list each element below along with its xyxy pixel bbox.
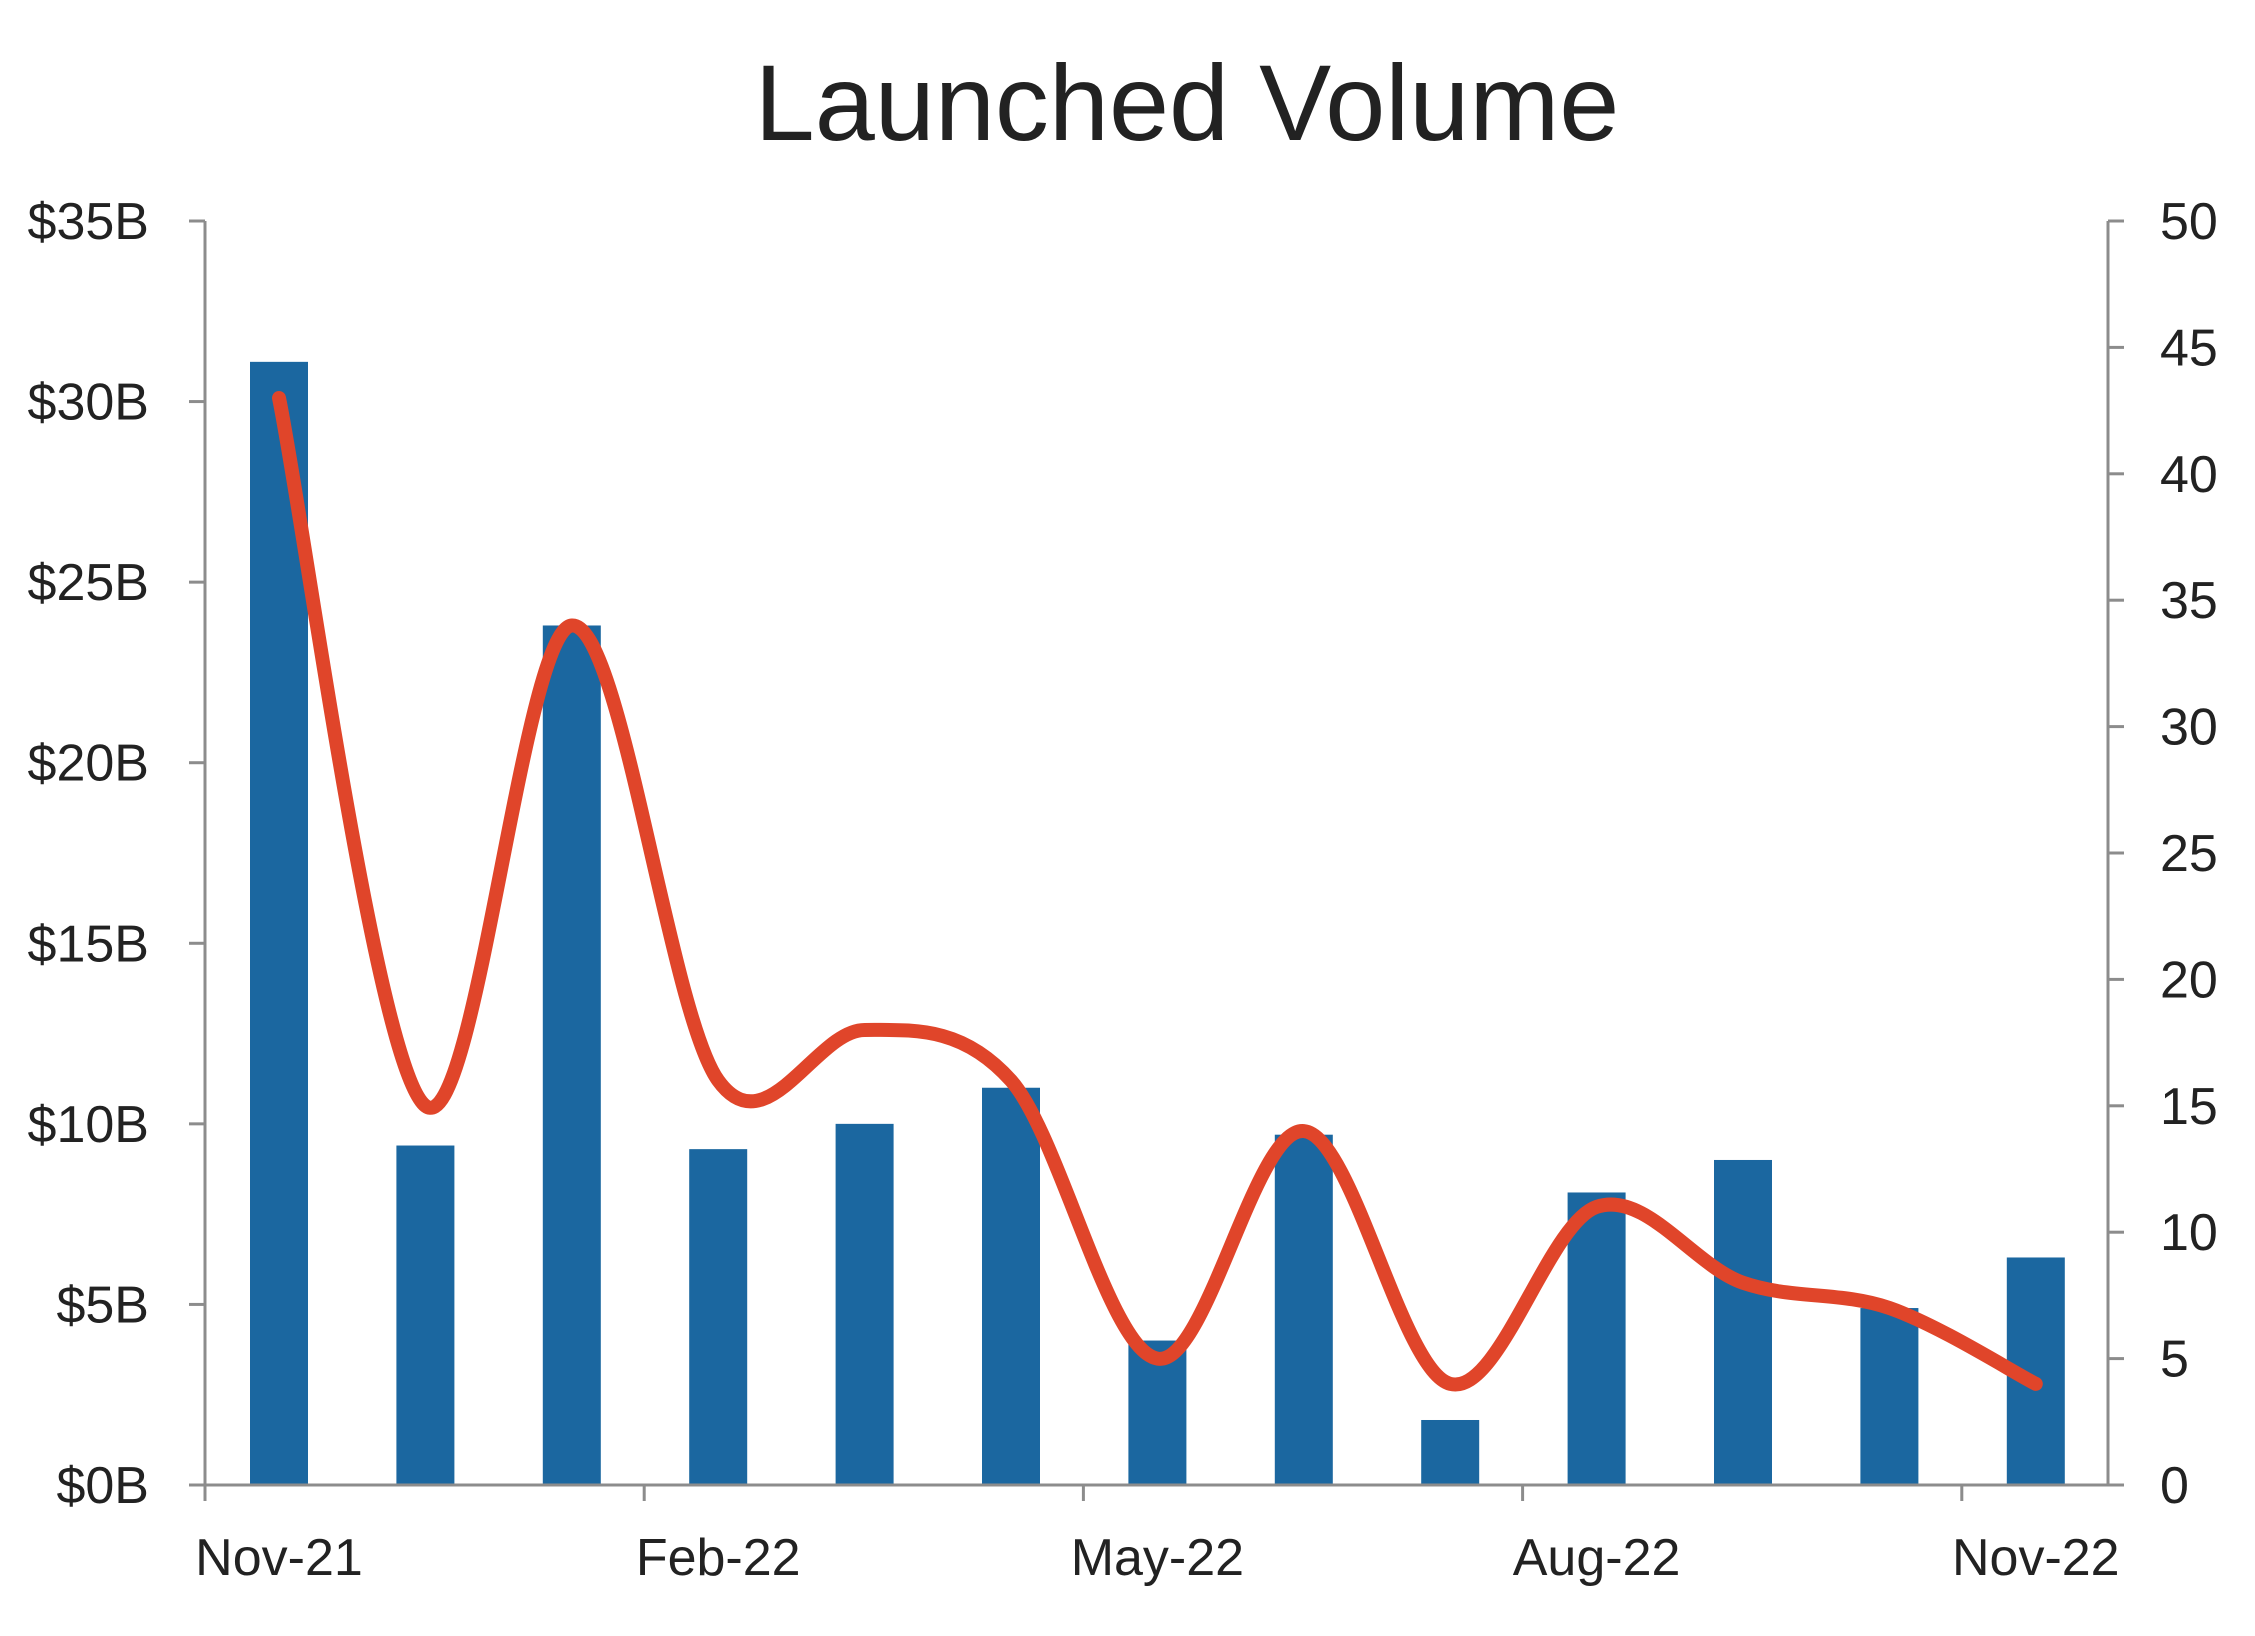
bar-series: [250, 361, 2065, 1485]
right-tick-label: 30: [2160, 699, 2218, 757]
x-tick-label: Nov-22: [1952, 1529, 2120, 1587]
bar-jul-22: [1421, 1419, 1480, 1485]
right-tick-label: 10: [2160, 1204, 2218, 1262]
bar-feb-22: [689, 1149, 748, 1485]
left-tick-label: $35B: [28, 193, 149, 251]
right-tick-label: 25: [2160, 825, 2218, 883]
x-axis-ticks: Nov-21 Feb-22 May-22 Aug-22 Nov-22: [195, 1485, 2120, 1587]
left-tick-label: $20B: [28, 735, 149, 793]
x-tick-label: Feb-22: [636, 1529, 801, 1587]
left-tick-label: $30B: [28, 374, 149, 432]
bar-apr-22: [982, 1087, 1040, 1485]
x-tick-label: Aug-22: [1513, 1529, 1681, 1587]
bar-sep-22: [1714, 1159, 1772, 1485]
line-series: [272, 390, 2043, 1392]
right-axis-ticks: 0 5 10 15 20 25 30 35 40 45 50: [2108, 193, 2218, 1515]
chart-title: Launched Volume: [755, 42, 1620, 163]
right-tick-label: 50: [2160, 193, 2218, 251]
x-tick-label: May-22: [1071, 1529, 1244, 1587]
left-axis-ticks: $0B $5B $10B $15B $20B $25B $30B $35B: [28, 193, 205, 1515]
right-tick-label: 35: [2160, 572, 2218, 630]
bar-mar-22: [835, 1123, 894, 1485]
left-tick-label: $5B: [56, 1276, 149, 1334]
right-tick-label: 15: [2160, 1078, 2218, 1136]
x-tick-label: Nov-21: [195, 1529, 363, 1587]
right-tick-label: 20: [2160, 951, 2218, 1009]
left-tick-label: $15B: [28, 915, 149, 973]
left-tick-label: $0B: [56, 1457, 149, 1515]
count-line: [272, 390, 2043, 1392]
right-tick-label: 5: [2160, 1331, 2189, 1389]
bar-jan-22: [542, 625, 601, 1485]
bar-aug-22: [1567, 1192, 1626, 1485]
left-tick-label: $10B: [28, 1096, 149, 1154]
bar-dec-21: [396, 1145, 455, 1485]
right-tick-label: 40: [2160, 446, 2218, 504]
right-tick-label: 45: [2160, 319, 2218, 377]
bar-jun-22: [1274, 1134, 1333, 1485]
bar-oct-22: [1860, 1308, 1919, 1485]
left-tick-label: $25B: [28, 554, 149, 612]
right-tick-label: 0: [2160, 1457, 2189, 1515]
